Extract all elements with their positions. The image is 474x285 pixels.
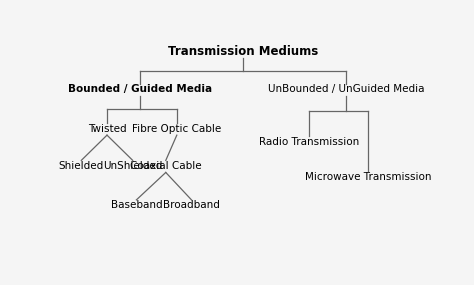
Text: Bounded / Guided Media: Bounded / Guided Media (68, 84, 212, 94)
Text: Broadband: Broadband (163, 200, 220, 210)
Text: Twisted: Twisted (88, 124, 126, 134)
Text: Radio Transmission: Radio Transmission (259, 137, 359, 147)
Text: Baseband: Baseband (110, 200, 162, 210)
Text: Microwave Transmission: Microwave Transmission (305, 172, 431, 182)
Text: UnBounded / UnGuided Media: UnBounded / UnGuided Media (267, 84, 424, 94)
Text: Fibre Optic Cable: Fibre Optic Cable (132, 124, 221, 134)
Text: UnShielded: UnShielded (103, 161, 163, 171)
Text: Transmission Mediums: Transmission Mediums (168, 45, 318, 58)
Text: Shielded: Shielded (59, 161, 104, 171)
Text: Coaxial Cable: Coaxial Cable (130, 161, 201, 171)
